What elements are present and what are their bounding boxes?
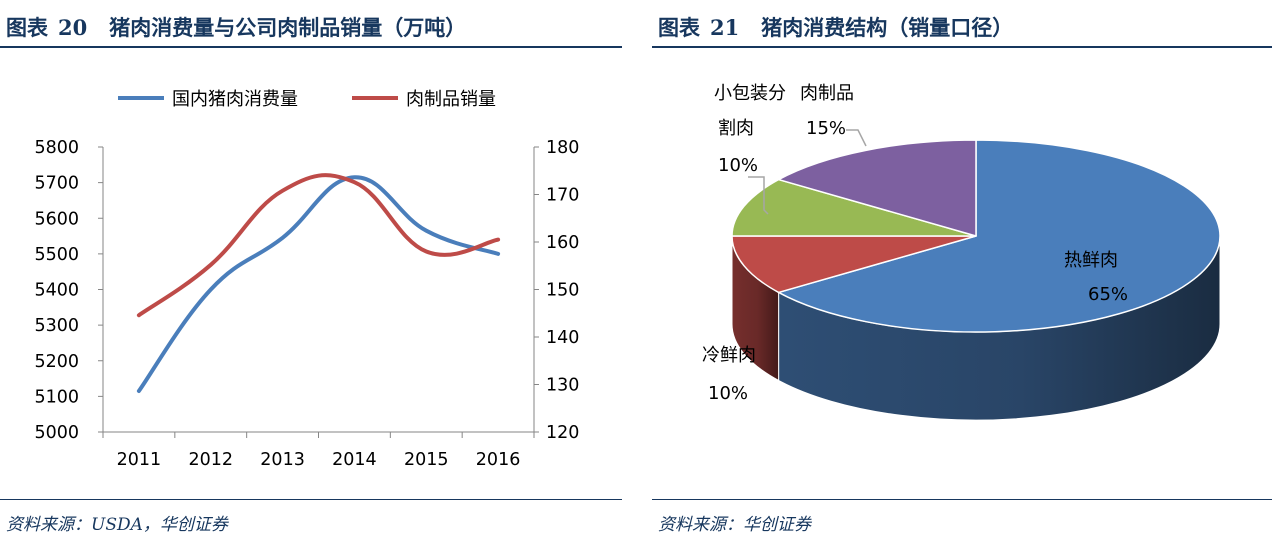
line-chart-panel: 图表 20 猪肉消费量与公司肉制品销量（万吨） 5800 5700 5600 5500 54… <box>0 0 622 540</box>
figure-number: 21 <box>710 15 740 40</box>
figure-title: 图表 20 猪肉消费量与公司肉制品销量（万吨） <box>6 12 466 42</box>
x-tick-label: 2014 <box>332 450 377 470</box>
right-tick-label: 140 <box>546 328 579 348</box>
pie-label-1: 65% <box>1088 284 1128 305</box>
leader-line-3 <box>748 176 769 215</box>
figure-number: 20 <box>58 15 88 40</box>
pie-slice-1 <box>777 139 1221 333</box>
figure-caption: 猪肉消费量与公司肉制品销量（万吨） <box>109 15 467 40</box>
series-line-1 <box>136 175 501 393</box>
legend-label-1: 国内猪肉消费量 <box>172 89 298 110</box>
left-tick-label: 5800 <box>34 138 79 158</box>
series-line-2 <box>136 173 501 318</box>
pie-slice-2 <box>731 235 977 294</box>
x-tick-label: 2016 <box>476 450 521 470</box>
left-tick-label: 5200 <box>34 352 79 372</box>
pie-slice-3 <box>731 178 977 237</box>
right-tick-label: 120 <box>546 423 579 443</box>
figure-label: 图表 <box>6 15 48 40</box>
pie-label-1: 热鲜肉 <box>1064 250 1118 271</box>
pie-label-4: 肉制品 <box>800 83 854 104</box>
title-rule <box>652 46 1272 48</box>
right-tick-label: 150 <box>546 281 579 301</box>
x-tick-label: 2013 <box>260 450 305 470</box>
source-rule <box>652 499 1272 500</box>
left-tick-label: 5400 <box>34 281 79 301</box>
pie-label-3: 小包装分 <box>714 83 786 104</box>
pie-label-2: 10% <box>708 383 748 404</box>
x-tick-label: 2015 <box>404 450 449 470</box>
x-tick-label: 2011 <box>117 450 162 470</box>
source-note: 资料来源：华创证券 <box>658 515 811 535</box>
title-rule <box>0 46 622 48</box>
left-tick-label: 5700 <box>34 174 79 194</box>
left-tick-label: 5100 <box>34 387 79 407</box>
right-tick-label: 160 <box>546 233 579 253</box>
pie-label-3: 割肉 <box>718 118 754 139</box>
figure-title: 图表 21 猪肉消费结构（销量口径） <box>658 12 1013 42</box>
pie-label-4: 15% <box>806 118 846 139</box>
source-note: 资料来源：USDA，华创证券 <box>6 515 228 535</box>
leader-line-4 <box>846 129 867 147</box>
legend-label-2: 肉制品销量 <box>406 89 496 110</box>
right-tick-label: 130 <box>546 376 579 396</box>
figure-label: 图表 <box>658 15 700 40</box>
left-tick-label: 5000 <box>34 423 79 443</box>
source-rule <box>0 499 622 500</box>
left-tick-label: 5600 <box>34 209 79 229</box>
pie-label-2: 冷鲜肉 <box>702 345 756 366</box>
pie-label-3: 10% <box>718 155 758 176</box>
x-tick-label: 2012 <box>188 450 233 470</box>
left-tick-label: 5300 <box>34 316 79 336</box>
pie-chart-panel: 图表 21 猪肉消费结构（销量口径） 热鲜肉 65% 冷鲜肉 10% 小包装分割肉 10% 肉制… <box>652 0 1272 540</box>
right-tick-label: 180 <box>546 138 579 158</box>
left-tick-label: 5500 <box>34 245 79 265</box>
line-chart: 5800 5700 5600 5500 5400 5300 5200 5100 5000 180 1… <box>34 89 579 470</box>
figure-caption: 猪肉消费结构（销量口径） <box>761 15 1014 40</box>
pie-slice-4 <box>777 139 977 237</box>
right-tick-label: 170 <box>546 186 579 206</box>
